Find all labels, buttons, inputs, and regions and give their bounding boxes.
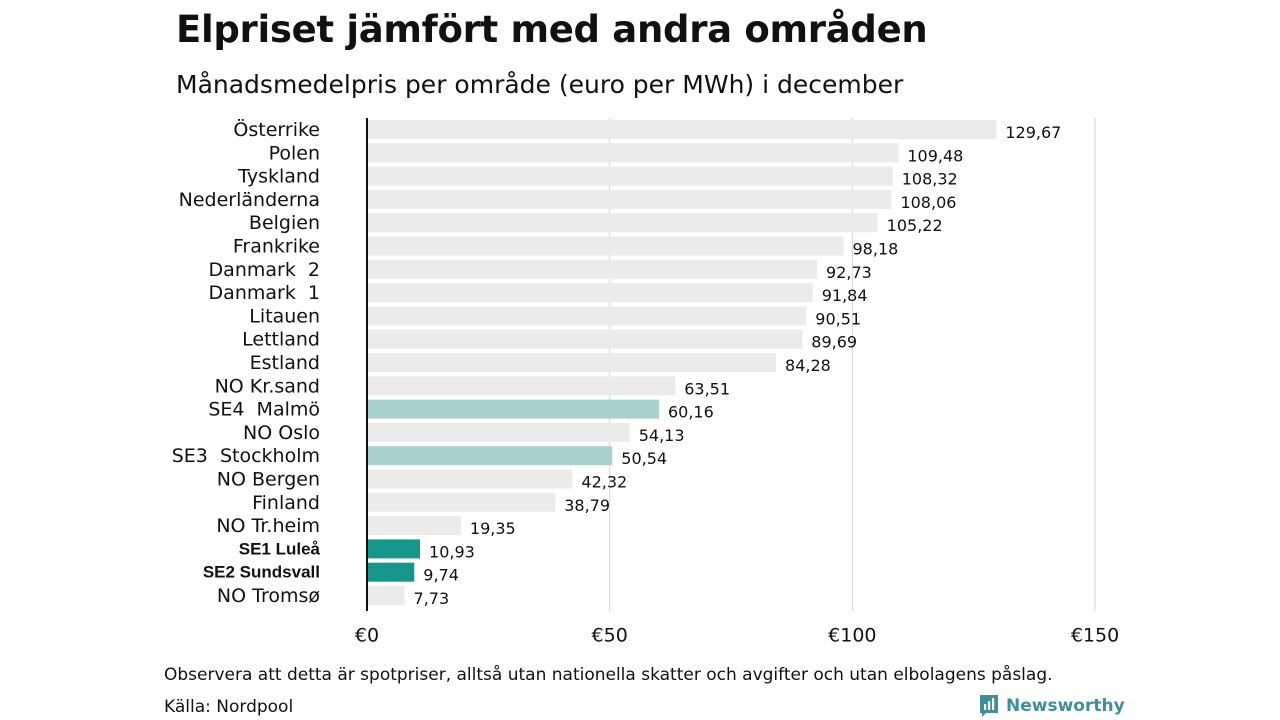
footnote: Observera att detta är spotpriser, allts…	[164, 665, 1053, 685]
value-label: 84,28	[785, 356, 831, 375]
bar	[367, 516, 461, 536]
category-label: Nederländerna	[179, 189, 320, 211]
category-label: SE3 Stockholm	[172, 445, 320, 467]
category-label: NO Tr.heim	[216, 515, 320, 537]
value-label: 108,06	[900, 193, 956, 212]
bar	[367, 236, 844, 256]
bar-chart: Österrike 129,67 Polen 109,48 Tyskland 108,32…	[172, 118, 1119, 647]
brand-name: Newsworthy	[1006, 696, 1125, 716]
x-tick-label: €50	[592, 625, 628, 647]
value-label: 19,35	[470, 519, 516, 538]
category-label: NO Tromsø	[217, 585, 320, 607]
value-label: 38,79	[564, 496, 610, 515]
category-label: Tyskland	[237, 166, 320, 188]
value-label: 105,22	[887, 216, 943, 235]
category-label: Frankrike	[233, 236, 320, 258]
category-label: NO Oslo	[243, 422, 320, 444]
bar	[367, 562, 415, 582]
value-label: 50,54	[621, 449, 667, 468]
category-label: Belgien	[249, 212, 320, 234]
category-label: SE1 Luleå	[239, 539, 321, 558]
x-tick-label: €150	[1071, 625, 1119, 647]
bar	[367, 586, 405, 605]
bar	[367, 399, 659, 419]
category-label: Österrike	[233, 118, 320, 141]
bar	[367, 213, 878, 233]
chart-title: Elpriset jämfört med andra områden	[176, 8, 928, 51]
value-label: 63,51	[684, 379, 730, 398]
value-label: 129,67	[1005, 123, 1061, 142]
value-label: 98,18	[853, 240, 899, 259]
bar	[367, 376, 676, 396]
category-label: SE4 Malmö	[208, 399, 320, 421]
x-tick-label: €100	[828, 625, 876, 647]
bar	[367, 306, 807, 326]
newsworthy-logo-icon	[980, 695, 998, 717]
bar	[367, 353, 777, 372]
source-note: Källa: Nordpool	[164, 697, 294, 717]
value-label: 89,69	[811, 333, 857, 352]
bar	[367, 259, 818, 279]
value-label: 92,73	[826, 263, 872, 282]
bar	[367, 283, 813, 303]
bar	[367, 189, 892, 209]
bar	[367, 143, 899, 163]
category-label: Litauen	[249, 305, 320, 327]
category-label: NO Bergen	[217, 469, 320, 491]
brand-logo: Newsworthy	[978, 694, 1125, 718]
category-label: Finland	[252, 492, 320, 514]
bar	[367, 120, 997, 139]
value-label: 60,16	[668, 403, 714, 422]
value-label: 7,73	[414, 589, 450, 608]
value-label: 90,51	[815, 309, 861, 328]
bar	[367, 446, 613, 466]
value-label: 109,48	[907, 146, 963, 165]
category-label: SE2 Sundsvall	[203, 563, 320, 582]
value-label: 91,84	[822, 286, 868, 305]
bar	[367, 422, 630, 442]
category-label: Danmark 1	[209, 282, 320, 304]
value-label: 54,13	[639, 426, 685, 445]
x-tick-label: €0	[355, 625, 379, 647]
bar	[367, 329, 803, 349]
bar	[367, 469, 573, 489]
category-label: Lettland	[242, 329, 320, 351]
value-label: 108,32	[902, 170, 958, 189]
category-label: Polen	[269, 142, 320, 164]
chart-subtitle: Månadsmedelpris per område (euro per MWh…	[176, 70, 904, 99]
bar	[367, 492, 556, 512]
value-label: 10,93	[429, 542, 475, 561]
value-label: 42,32	[581, 473, 627, 492]
value-label: 9,74	[423, 566, 459, 585]
bar	[367, 166, 893, 186]
category-label: NO Kr.sand	[215, 375, 320, 397]
category-label: Estland	[250, 352, 320, 374]
bar	[367, 539, 421, 559]
category-label: Danmark 2	[209, 259, 320, 281]
